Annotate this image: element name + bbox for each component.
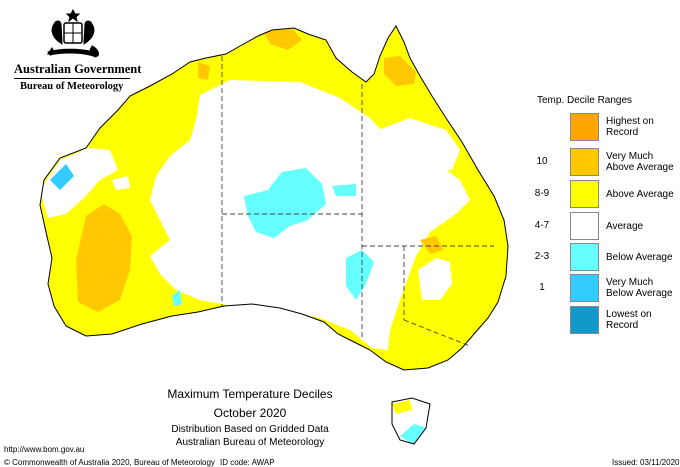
legend-swatch [570, 306, 599, 334]
region-average-west-coast [40, 148, 118, 218]
map-subtitle: Distribution Based on Gridded Data [171, 424, 329, 435]
legend-swatch [570, 243, 599, 271]
legend-label: Highest on Record [606, 116, 654, 138]
legend-code: 8-9 [534, 188, 550, 199]
map-period: October 2020 [213, 406, 287, 420]
org-divider [14, 78, 130, 79]
legend-label: Below Average [606, 251, 673, 263]
legend-code: 4-7 [534, 220, 550, 231]
map-title: Maximum Temperature Deciles [167, 387, 333, 401]
region-very-much-above-nt [262, 28, 302, 50]
agency-name: Bureau of Meteorology [20, 81, 124, 92]
legend-swatch [570, 113, 599, 141]
legend-code [528, 113, 556, 141]
region-very-much-above-nsw [420, 236, 444, 254]
legend-label: Very Much Below Average [606, 277, 673, 299]
legend-swatch [570, 274, 599, 302]
legend-title: Temp. Decile Ranges [537, 95, 633, 106]
legend-code: 1 [539, 282, 545, 293]
legend-label: Very Much Above Average [606, 151, 674, 173]
bom-website-link[interactable]: http://www.bom.gov.au [4, 445, 85, 454]
legend-item-very-much-above: 10 Very Much Above Average [528, 148, 678, 176]
mainland-coastline [39, 25, 509, 371]
legend-item-average: 4-7 Average [528, 212, 678, 240]
legend-item-lowest: Lowest on Record [528, 306, 678, 334]
legend-label: Lowest on Record [606, 309, 652, 331]
legend-item-above: 8-9 Above Average [528, 180, 678, 208]
legend-code: 10 [536, 156, 548, 167]
region-below-average-small [332, 184, 356, 196]
region-average-patch [112, 176, 130, 190]
region-very-much-above-kimberley [198, 62, 210, 80]
legend-code [528, 306, 556, 334]
region-very-much-above-sw [76, 204, 132, 312]
legend-code: 2-3 [534, 251, 550, 262]
state-borders [221, 56, 494, 347]
region-very-much-above-cape [384, 56, 416, 86]
legend-swatch [570, 212, 599, 240]
legend-item-below: 2-3 Below Average [528, 243, 678, 271]
region-below-average-sa [346, 250, 374, 300]
tasmania-above-average [392, 400, 412, 414]
tasmania-coastline [391, 397, 431, 445]
legend-label: Average [606, 220, 644, 232]
region-below-average-south [172, 290, 182, 306]
region-average-north-qld [378, 118, 460, 172]
region-average-east [418, 258, 452, 300]
id-code: ID code: AWAP [220, 458, 275, 467]
border-nsw-vic [403, 319, 471, 347]
legend-label: Above Average [606, 188, 674, 200]
region-below-average-central [244, 168, 326, 238]
map-source: Australian Bureau of Meteorology [175, 437, 325, 448]
copyright-text: © Commonwealth of Australia 2020, Bureau… [4, 458, 215, 467]
commonwealth-coat-of-arms-icon [46, 8, 99, 58]
legend-swatch [570, 148, 599, 176]
region-very-much-below-west [50, 164, 74, 190]
issued-date: Issued: 03/11/2020 [612, 458, 680, 467]
org-name: Australian Government [14, 62, 142, 76]
legend-swatch [570, 180, 599, 208]
legend-item-highest: Highest on Record [528, 113, 678, 141]
legend-item-very-much-below: 1 Very Much Below Average [528, 274, 678, 302]
